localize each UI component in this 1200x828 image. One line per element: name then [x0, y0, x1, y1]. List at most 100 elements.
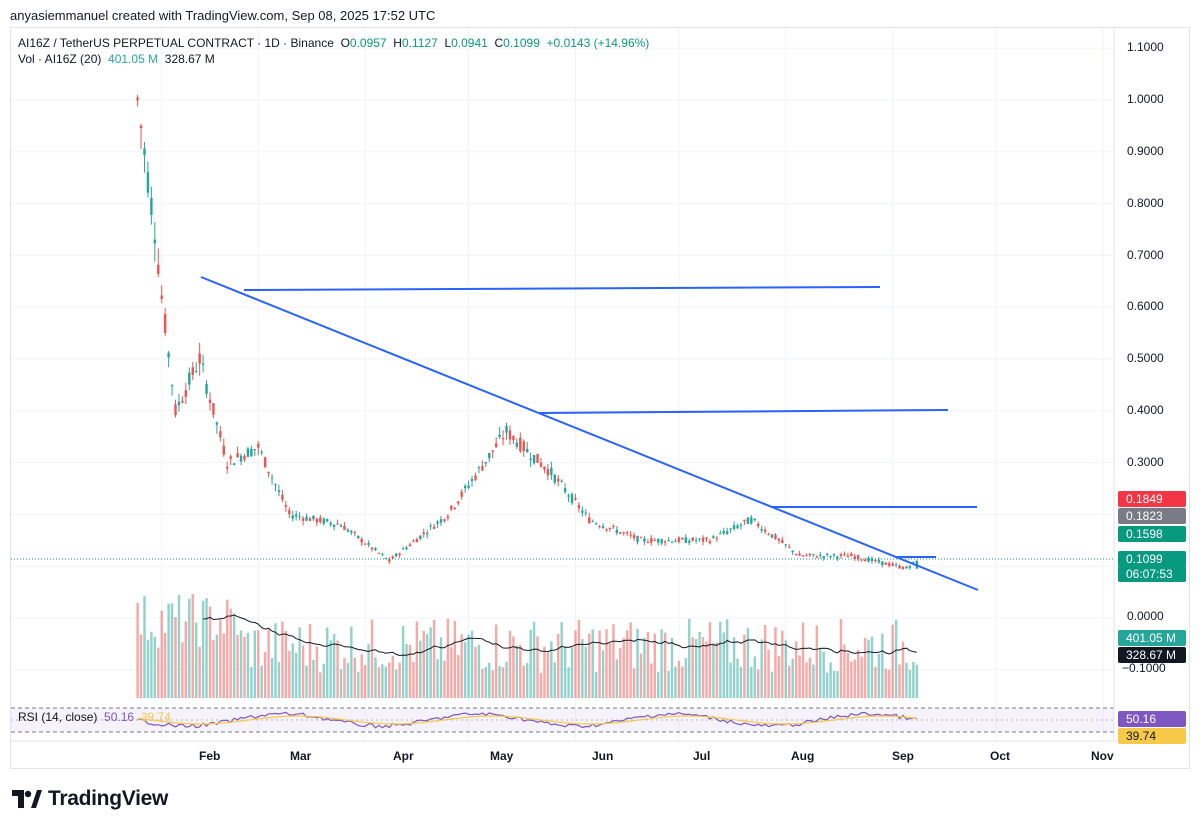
candle-body — [491, 450, 494, 452]
volume-bar — [277, 662, 281, 698]
volume-bar — [174, 617, 177, 698]
candle-body — [784, 544, 787, 546]
candle-body — [391, 556, 394, 559]
candle-body — [263, 457, 267, 468]
low-value: 0.0941 — [451, 36, 488, 50]
volume-bar — [401, 625, 405, 698]
candle-body — [698, 538, 701, 540]
candle-body — [805, 555, 808, 557]
volume-bar — [856, 649, 860, 698]
volume-bar — [515, 645, 519, 698]
candle-body — [463, 486, 467, 489]
volume-bar — [643, 637, 646, 698]
candle-body — [774, 534, 777, 540]
tradingview-logo-icon — [12, 790, 42, 808]
volume-label[interactable]: Vol · AI16Z (20) — [18, 52, 102, 66]
candle-body — [277, 490, 281, 492]
candle-body — [298, 516, 301, 518]
volume-bar — [860, 656, 863, 698]
volume-bar — [394, 669, 398, 698]
volume-bar — [432, 619, 436, 698]
open-label: O — [340, 36, 350, 50]
volume-bar — [243, 636, 246, 698]
volume-bar — [553, 662, 556, 698]
candle-body — [301, 518, 305, 521]
volume-bar — [677, 660, 681, 698]
volume-bar — [732, 637, 736, 698]
volume-bar — [315, 646, 319, 698]
rsi-label[interactable]: RSI (14, close) — [18, 710, 98, 724]
candle-body — [467, 485, 470, 488]
volume-bar — [712, 643, 715, 698]
volume-bar — [877, 653, 881, 698]
volume-bar — [667, 671, 670, 698]
candle-body — [419, 535, 422, 539]
volume-bar — [701, 637, 705, 698]
candle-body — [267, 471, 270, 474]
candle-body — [691, 537, 694, 541]
volume-bar — [391, 655, 394, 698]
candle-body — [177, 401, 181, 406]
candle-body — [760, 528, 763, 531]
candle-body — [181, 400, 184, 403]
candle-body — [822, 556, 825, 558]
candle-body — [284, 505, 288, 507]
volume-bar — [163, 632, 167, 698]
candle-body — [377, 552, 381, 554]
volume-bar — [350, 626, 353, 698]
volume-bar — [429, 627, 432, 698]
candle-body — [636, 535, 639, 543]
tradingview-brand[interactable]: TradingView — [12, 787, 168, 811]
volume-value: 401.05 M — [108, 52, 159, 66]
volume-bar — [819, 649, 822, 698]
volume-bar — [408, 644, 412, 698]
volume-bar — [343, 658, 346, 698]
volume-bar — [374, 657, 377, 698]
volume-bar — [236, 634, 239, 698]
candle-body — [715, 538, 719, 540]
volume-bar — [332, 634, 336, 698]
candle-body — [432, 526, 436, 529]
candle-body — [439, 519, 443, 523]
candle-body — [581, 510, 584, 513]
volume-bar — [470, 630, 474, 698]
price-axis-label: 0.6000 — [1127, 299, 1164, 313]
candle-body — [553, 474, 556, 483]
candle-body — [329, 522, 332, 525]
volume-bar — [601, 650, 605, 698]
volume-bar — [484, 666, 488, 698]
volume-bar — [560, 622, 563, 698]
volume-bar — [460, 634, 463, 698]
volume-bar — [798, 655, 801, 698]
candle-body — [450, 505, 453, 510]
candle-body — [470, 479, 474, 482]
volume-bar — [905, 662, 908, 698]
candle-body — [291, 515, 294, 519]
candle-body — [219, 431, 222, 438]
candle-body — [750, 517, 753, 524]
candle-body — [339, 525, 343, 527]
volume-bar — [384, 666, 388, 698]
month-label: Sep — [892, 749, 915, 763]
candle-body — [584, 512, 588, 514]
candle-body — [346, 529, 350, 532]
candle-body — [625, 532, 629, 534]
symbol-title[interactable]: AI16Z / TetherUS PERPETUAL CONTRACT · 1D… — [18, 36, 334, 50]
volume-bar — [832, 670, 836, 698]
candle-body — [846, 555, 850, 558]
candle-body — [681, 537, 684, 540]
candle-body — [508, 430, 512, 440]
candle-body — [498, 434, 501, 438]
volume-bar — [767, 649, 770, 698]
candle-body — [608, 527, 612, 530]
brand-name: TradingView — [48, 787, 169, 810]
candle-body — [208, 399, 212, 403]
volume-bar — [536, 636, 539, 698]
volume-bar — [791, 658, 794, 698]
candle-body — [543, 466, 546, 470]
volume-bar — [853, 659, 856, 698]
volume-bar — [167, 603, 170, 698]
volume-bar — [326, 627, 329, 698]
price-axis-label: −0.1000 — [1122, 661, 1166, 675]
